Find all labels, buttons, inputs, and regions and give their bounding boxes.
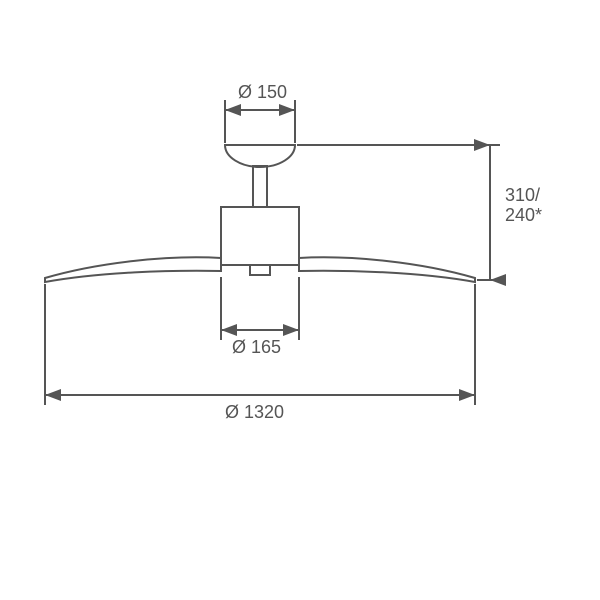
fan-dimension-diagram xyxy=(0,0,600,600)
fan-blade-left xyxy=(45,257,221,282)
dim-label-span: Ø 1320 xyxy=(225,402,284,423)
fan-canopy xyxy=(225,145,295,167)
fan-motor-nub xyxy=(250,265,270,275)
fan-downrod xyxy=(253,166,267,207)
dim-label-canopy: Ø 150 xyxy=(238,82,287,103)
fan-motor xyxy=(221,207,299,265)
fan-blade-right xyxy=(299,257,475,282)
dim-label-height-1: 310/ xyxy=(505,185,540,206)
dim-label-height-2: 240* xyxy=(505,205,542,226)
dim-label-motor: Ø 165 xyxy=(232,337,281,358)
